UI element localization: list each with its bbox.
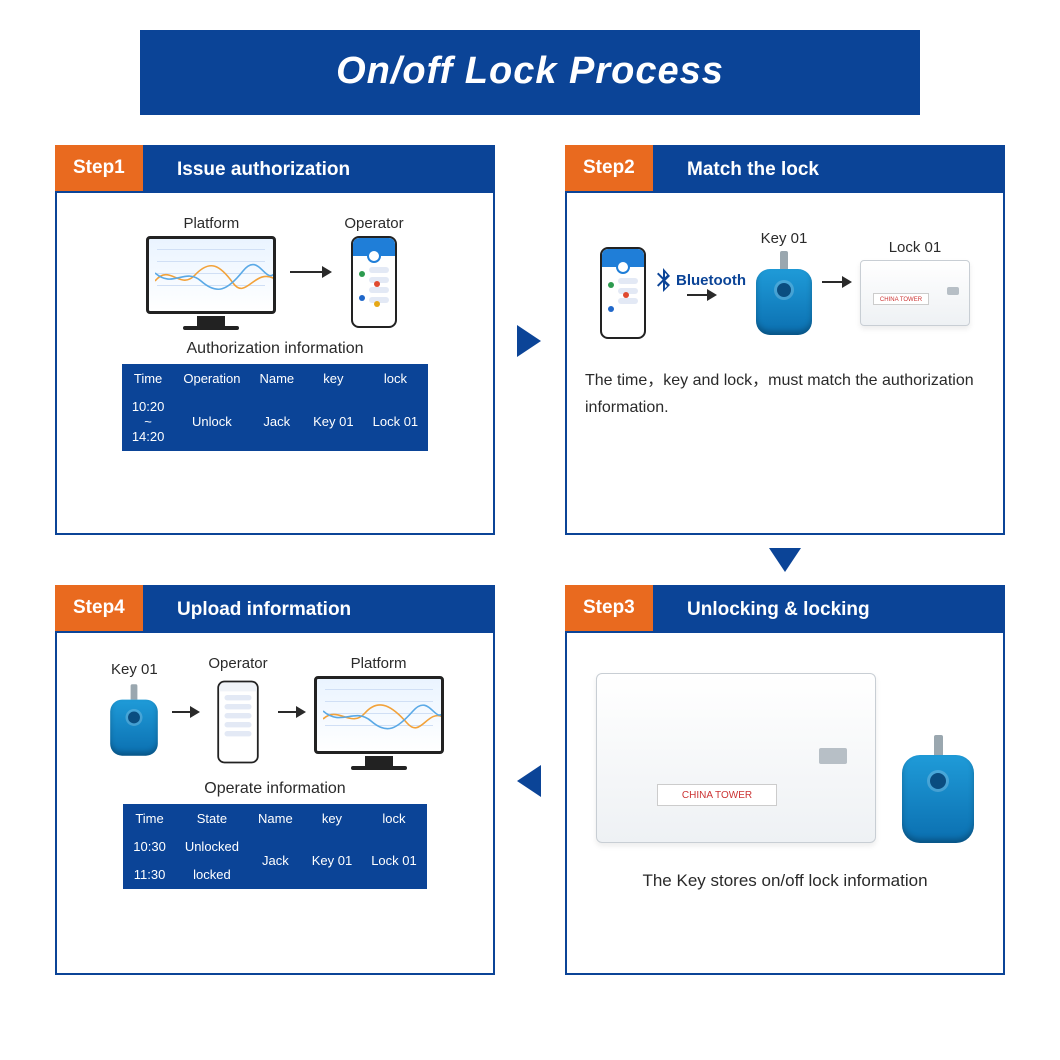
keyfob-icon	[902, 735, 974, 843]
monitor-icon	[146, 236, 276, 328]
phone-icon	[217, 681, 258, 764]
step4-table: Time State Name key lock 10:30 Unlocked …	[123, 804, 426, 889]
arrow-icon	[822, 281, 850, 283]
step2-description: The time，key and lock，must match the aut…	[585, 367, 985, 421]
step3-card: Step3 Unlocking & locking CHINA TOWER Th…	[565, 585, 1005, 975]
lockbox-icon: CHINA TOWER	[860, 260, 970, 326]
step2-tab: Step2	[565, 145, 653, 191]
phone-icon	[351, 236, 397, 328]
page-title: On/off Lock Process	[140, 30, 920, 115]
flow-arrow-3-to-4	[517, 765, 541, 797]
step4-key-label: Key 01	[111, 661, 158, 678]
arrow-icon	[687, 294, 715, 296]
step3-caption: The Key stores on/off lock information	[585, 871, 985, 891]
monitor-icon	[314, 676, 444, 768]
process-grid: Step1 Issue authorization Platform Opera…	[55, 145, 1005, 1005]
step4-operator-label: Operator	[208, 655, 267, 672]
step3-tab: Step3	[565, 585, 653, 631]
flow-arrow-2-to-3	[769, 548, 801, 572]
step1-table-caption: Authorization information	[75, 340, 475, 358]
lockbox-icon: CHINA TOWER	[596, 673, 876, 843]
step2-key-label: Key 01	[761, 230, 808, 247]
step4-tab: Step4	[55, 585, 143, 631]
step2-lock-label: Lock 01	[889, 239, 942, 256]
step4-table-caption: Operate information	[75, 780, 475, 798]
phone-icon	[600, 247, 646, 339]
keyfob-icon	[756, 251, 812, 335]
arrow-icon	[172, 711, 198, 713]
step1-card: Step1 Issue authorization Platform Opera…	[55, 145, 495, 535]
step1-operator-label: Operator	[344, 215, 403, 232]
step1-tab: Step1	[55, 145, 143, 191]
keyfob-icon	[111, 684, 159, 755]
step1-platform-label: Platform	[183, 215, 239, 232]
arrow-icon	[290, 271, 330, 273]
step4-card: Step4 Upload information Key 01 Operator	[55, 585, 495, 975]
bluetooth-label: Bluetooth	[656, 268, 746, 292]
step2-card: Step2 Match the lock Bluetooth	[565, 145, 1005, 535]
step4-platform-label: Platform	[351, 655, 407, 672]
step1-table: Time Operation Name key lock 10:20 ~ 14:…	[122, 364, 428, 451]
flow-arrow-1-to-2	[517, 325, 541, 357]
arrow-icon	[278, 711, 304, 713]
